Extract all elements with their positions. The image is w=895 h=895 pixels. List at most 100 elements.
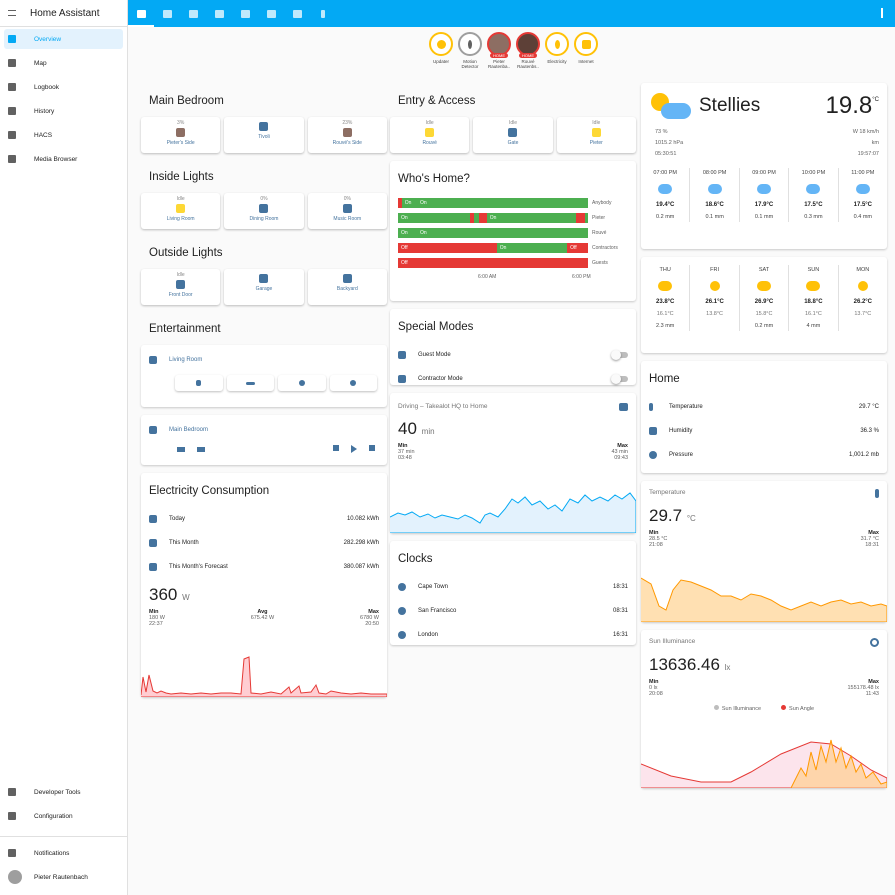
- entity-name: Garage: [255, 286, 273, 292]
- timeline-bar[interactable]: On On: [398, 197, 588, 208]
- cast-icon[interactable]: [149, 426, 157, 434]
- stat-label: Min: [398, 443, 408, 449]
- cast-icon[interactable]: [149, 356, 157, 364]
- tab-floorplan[interactable]: [258, 0, 284, 27]
- legend-item[interactable]: Sun Angle: [781, 705, 814, 712]
- weather-card[interactable]: Stellies 19.8 °C 73 % 1015.2 hPa 05:30:51 W…: [641, 83, 887, 249]
- overflow-menu-icon[interactable]: [881, 8, 883, 18]
- entity-name: Guest Mode: [418, 352, 451, 358]
- sidebar-item-hacs[interactable]: HACS: [4, 125, 123, 145]
- sidebar-item-developer-tools[interactable]: Developer Tools: [4, 782, 123, 802]
- menu-icon[interactable]: [8, 10, 16, 16]
- legend-item[interactable]: Sun Illuminance: [713, 705, 762, 712]
- tab-server[interactable]: [180, 0, 206, 27]
- lamp-icon: [176, 128, 186, 137]
- wind-unit: km/h: [867, 129, 879, 135]
- rouves-side-button[interactable]: 23% Rouvé's Side: [307, 117, 387, 153]
- tab-automation[interactable]: [232, 0, 258, 27]
- inside-lights-card: Inside Lights Idle Living Room 0% Dining R…: [141, 161, 387, 229]
- sidebar-item-history[interactable]: History: [4, 101, 123, 121]
- clock-icon: [398, 631, 406, 639]
- tab-temperature[interactable]: [310, 0, 336, 27]
- timeline-segment: On: [401, 197, 417, 208]
- badge-updater[interactable]: Updater: [428, 32, 454, 69]
- volume-minus-icon[interactable]: [177, 446, 185, 452]
- forecast-precip: 0.1 mm: [754, 214, 774, 220]
- sidebar-item-media-browser[interactable]: Media Browser: [4, 149, 123, 169]
- forecast-day: THU: [659, 267, 671, 273]
- volume-plus-icon[interactable]: [197, 446, 205, 452]
- apple-tv-button[interactable]: [175, 375, 223, 391]
- guest-mode-toggle[interactable]: [611, 350, 628, 360]
- timeline-bar[interactable]: On On: [398, 212, 588, 223]
- tab-security[interactable]: [206, 0, 232, 27]
- garage-light-button[interactable]: Garage: [224, 269, 304, 305]
- badge-electricity[interactable]: Electricity: [544, 32, 570, 69]
- tab-cameras[interactable]: [284, 0, 310, 27]
- avatar: HOME: [516, 32, 540, 58]
- forecast-item: SAT 26.9°C 15.8°C 0.2 mm: [738, 265, 788, 331]
- skip-next-icon[interactable]: [369, 445, 375, 451]
- skip-previous-icon[interactable]: [333, 445, 339, 451]
- sidebar-item-map[interactable]: Map: [4, 53, 123, 73]
- stat-label: Max: [868, 530, 879, 536]
- forecast-item: 10:00 PM 17.5°C 0.3 mm: [788, 168, 837, 222]
- gate-button[interactable]: Idle Gate: [473, 117, 553, 153]
- temperature-unit: °C: [686, 514, 696, 523]
- contractor-mode-toggle[interactable]: [611, 374, 628, 384]
- forecast-temp: 17.5°C: [804, 202, 823, 208]
- entity-row: Temperature 29.7 °C: [641, 395, 887, 419]
- dining-room-light-button[interactable]: 0% Dining Room: [224, 193, 304, 229]
- timeline-bar[interactable]: On On: [398, 227, 588, 238]
- timeline-bar[interactable]: Off: [398, 257, 588, 268]
- humidity-unit: %: [662, 129, 668, 135]
- sidebar-item-notifications[interactable]: Notifications: [4, 843, 123, 863]
- card-title: Clocks: [398, 553, 433, 565]
- apple-icon: [196, 380, 202, 386]
- legend-label: Sun Illuminance: [721, 706, 762, 712]
- forecast-precip: 4 mm: [806, 323, 821, 329]
- rainy-icon: [855, 184, 870, 194]
- tab-home[interactable]: [128, 0, 154, 27]
- tivoli-button[interactable]: Tivoli: [224, 117, 304, 153]
- forecast-temp: 17.5°C: [853, 202, 873, 208]
- app-title: Home Assistant: [30, 7, 100, 19]
- garage-pieter-button[interactable]: Idle Pieter: [556, 117, 636, 153]
- stat-time: 11:43: [865, 691, 879, 697]
- entity-state: Idle: [508, 120, 518, 126]
- visibility-unit: km: [871, 140, 879, 146]
- timeline-bar[interactable]: Off On Off: [398, 242, 588, 253]
- weather-temperature: 19.8: [825, 92, 873, 119]
- entity-value: 1,001.2 mb: [848, 452, 879, 458]
- forecast-item: MON 26.2°C 13.7°C: [837, 265, 887, 331]
- stat-label: Max: [617, 443, 628, 449]
- badge-person-pieter[interactable]: HOME Pieter Rautenba..: [486, 32, 512, 69]
- forecast-precip: 0.4 mm: [853, 214, 872, 220]
- brightness-button[interactable]: [278, 375, 326, 391]
- garage-rouve-button[interactable]: Idle Rouvé: [390, 117, 470, 153]
- sidebar-item-configuration[interactable]: Configuration: [4, 806, 123, 826]
- entity-state: 23%: [342, 120, 353, 126]
- badge-label: Pieter Rautenba..: [487, 59, 511, 69]
- badge-motion[interactable]: Motion Detector: [457, 32, 483, 69]
- power-button[interactable]: [329, 375, 377, 391]
- cog-icon[interactable]: [870, 638, 879, 647]
- pieters-side-button[interactable]: 3% Pieter's Side: [141, 117, 221, 153]
- tab-media[interactable]: [154, 0, 180, 27]
- temperature-value: 29.7: [649, 506, 683, 525]
- check-icon: [429, 32, 453, 56]
- badge-internet[interactable]: Internet: [573, 32, 599, 69]
- entity-row: Contractor Mode: [390, 367, 636, 391]
- remote-button[interactable]: [226, 375, 274, 391]
- sidebar-item-overview[interactable]: Overview: [4, 29, 123, 49]
- living-room-light-button[interactable]: Idle Living Room: [141, 193, 221, 229]
- remote-icon: [245, 382, 255, 385]
- backyard-light-button[interactable]: Backyard: [307, 269, 387, 305]
- badge-label: Motion Detector: [461, 59, 479, 69]
- sidebar-item-profile[interactable]: Pieter Rautenbach: [4, 867, 123, 887]
- sidebar-item-logbook[interactable]: Logbook: [4, 77, 123, 97]
- play-icon[interactable]: [351, 445, 357, 453]
- front-door-light-button[interactable]: Idle Front Door: [141, 269, 221, 305]
- badge-person-rouve[interactable]: HOME Rouvé Rautenbs..: [515, 32, 541, 69]
- music-room-light-button[interactable]: 0% Music Room: [307, 193, 387, 229]
